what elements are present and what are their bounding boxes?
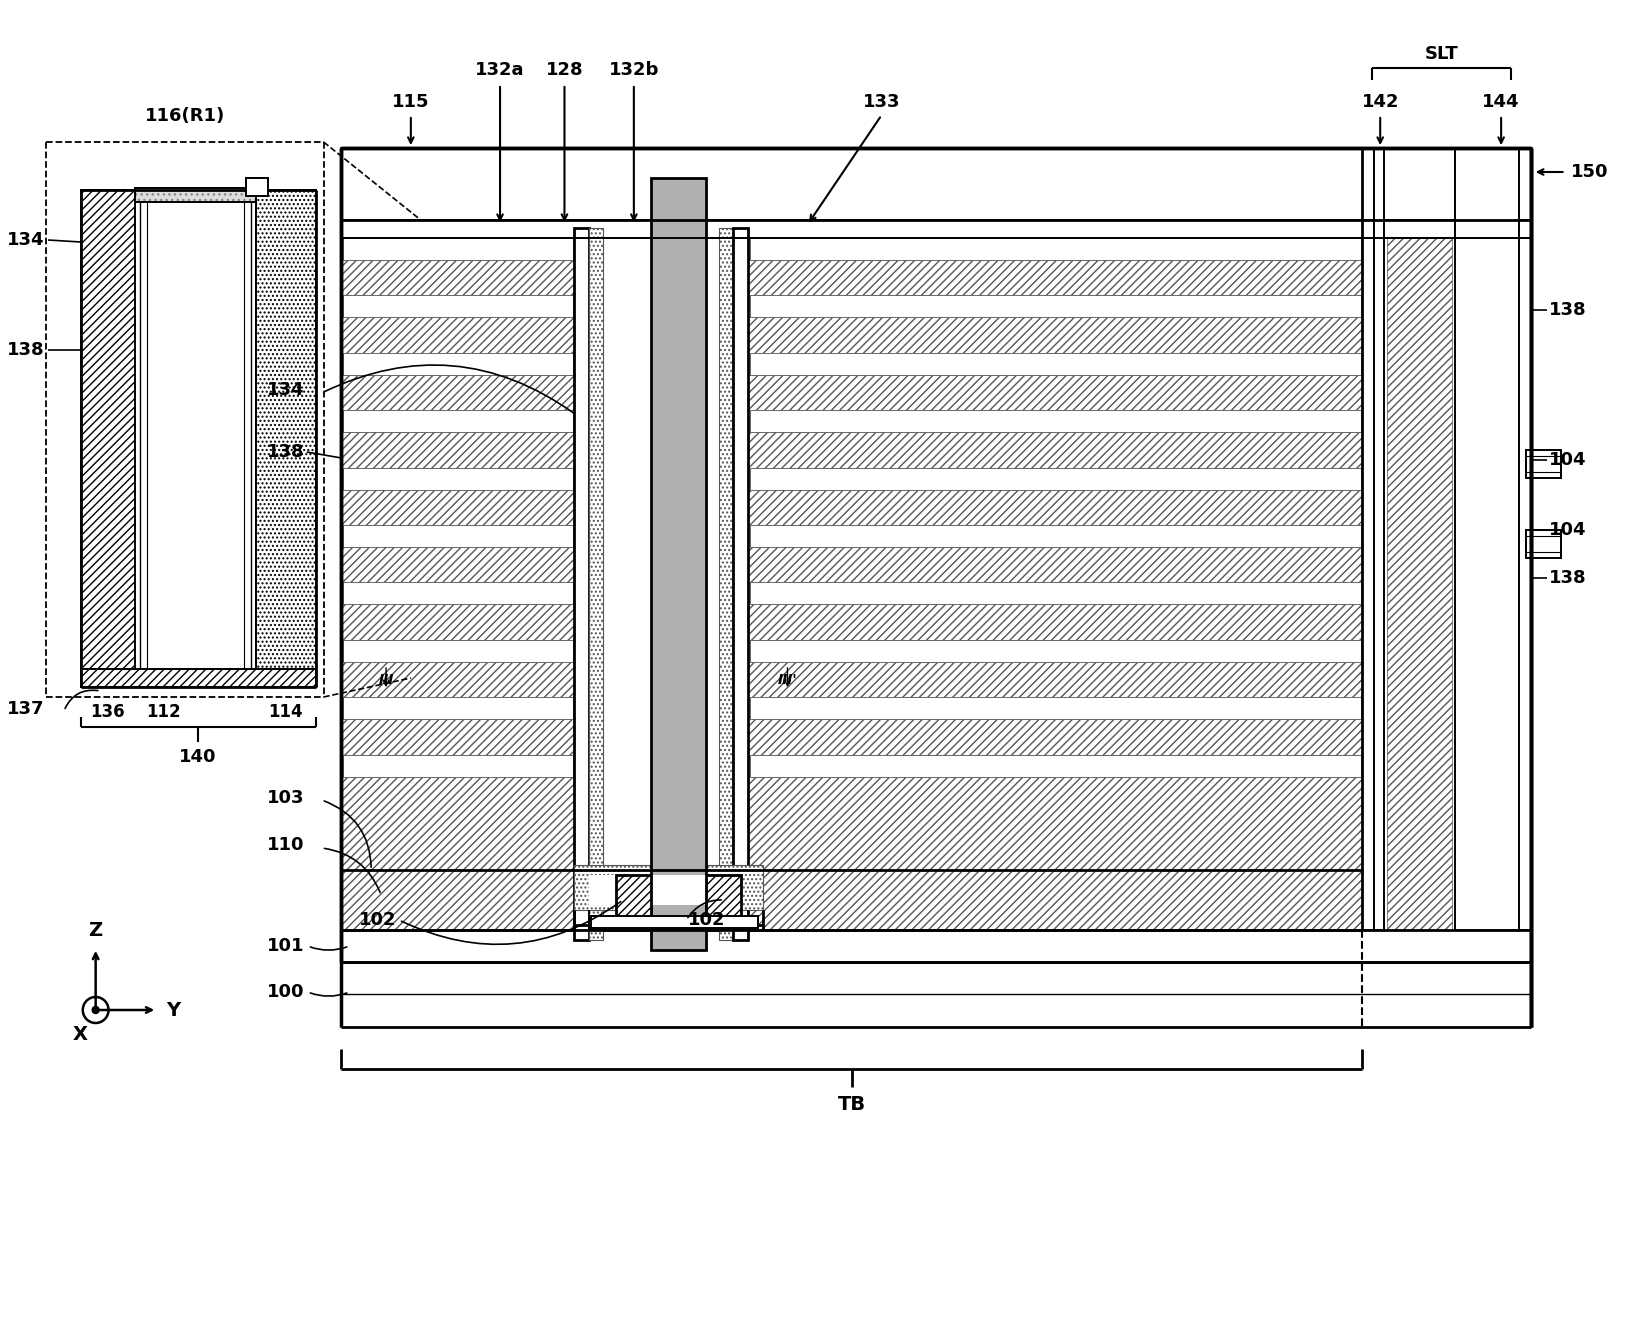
Bar [617,875,651,925]
Bar [81,669,316,686]
Bar [1455,149,1520,930]
Text: 138: 138 [1549,301,1586,318]
Text: 128: 128 [545,62,584,79]
Text: 142: 142 [1362,94,1399,111]
Bar [589,875,734,904]
Bar [748,238,1362,870]
Bar [343,697,573,719]
Bar [135,189,255,202]
Text: 103: 103 [267,789,304,807]
Bar [750,468,1362,490]
Text: SLT: SLT [1425,45,1458,63]
Text: 110: 110 [267,836,304,854]
Bar [750,640,1362,662]
Text: 101: 101 [267,937,304,955]
Bar [343,640,573,662]
Bar [750,524,1362,547]
Bar [750,755,1362,777]
Bar [706,875,740,925]
Text: 115: 115 [392,94,430,111]
Text: 140: 140 [179,748,216,765]
Text: III': III' [778,673,797,686]
Bar [255,190,316,669]
Bar [750,238,1362,260]
Text: 104: 104 [1549,520,1586,539]
Text: 138: 138 [7,341,44,359]
Bar [342,219,1531,238]
Bar [1526,450,1560,478]
Bar [343,524,573,547]
Text: 132a: 132a [475,62,526,79]
Text: 138: 138 [267,443,304,462]
Bar [343,468,573,490]
Text: 100: 100 [267,983,304,1001]
Bar [750,353,1362,375]
Text: 116(R1): 116(R1) [145,107,225,124]
Bar [246,178,268,195]
Bar [342,870,1362,930]
Text: 112: 112 [146,702,181,721]
Text: 102: 102 [688,911,726,929]
Bar [750,582,1362,603]
Bar [81,190,135,669]
Text: 137: 137 [7,700,44,719]
Bar [1388,149,1451,930]
Circle shape [93,1006,99,1013]
Text: X: X [72,1025,88,1044]
Text: III: III [379,673,394,686]
Text: 102: 102 [358,911,395,929]
Bar [1526,530,1560,558]
Bar [574,864,763,910]
Bar [343,582,573,603]
Text: Z: Z [88,921,103,939]
Text: TB: TB [838,1096,866,1115]
Text: 150: 150 [1570,163,1607,181]
Text: 134: 134 [267,381,304,399]
Text: 144: 144 [1482,94,1520,111]
Text: 134: 134 [7,231,44,249]
Text: 104: 104 [1549,451,1586,470]
Bar [1375,149,1385,930]
Bar [591,917,758,929]
Bar [604,227,719,941]
Bar [750,697,1362,719]
Bar [589,227,604,941]
Bar [574,227,589,941]
Bar [343,238,573,260]
Bar [343,353,573,375]
Bar [750,294,1362,317]
Bar [343,409,573,432]
Bar [342,238,574,870]
Text: 114: 114 [268,702,303,721]
Text: Y: Y [166,1001,181,1020]
Bar [342,149,1531,219]
Bar [750,409,1362,432]
Text: 136: 136 [89,702,125,721]
Text: 132b: 132b [608,62,659,79]
Bar [343,294,573,317]
Bar [719,227,734,941]
Bar [343,755,573,777]
Bar [734,227,748,941]
Bar [651,178,706,950]
Bar [135,190,255,202]
Text: 133: 133 [862,94,900,111]
Text: 138: 138 [1549,569,1586,587]
